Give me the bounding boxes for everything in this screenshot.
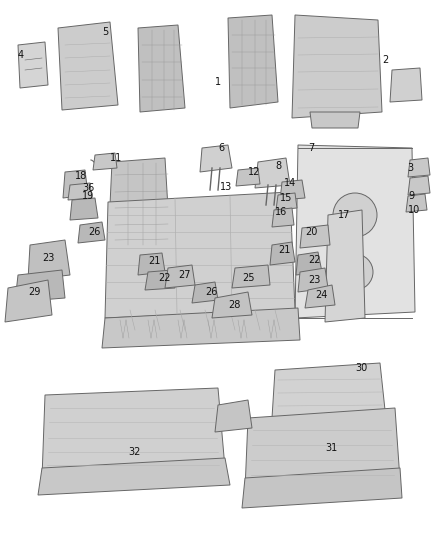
Polygon shape [255,158,290,188]
Polygon shape [215,400,252,432]
Polygon shape [63,170,88,198]
Polygon shape [276,193,297,210]
Polygon shape [42,388,225,478]
Text: 19: 19 [82,191,94,201]
Text: 16: 16 [275,207,287,217]
Text: 22: 22 [158,273,170,283]
Text: 23: 23 [42,253,54,263]
Polygon shape [406,194,427,212]
Polygon shape [70,198,98,220]
Text: 24: 24 [315,290,327,300]
Text: 12: 12 [248,167,260,177]
Polygon shape [298,268,328,292]
Text: 18: 18 [75,171,87,181]
Polygon shape [78,222,105,243]
Polygon shape [300,225,330,248]
Polygon shape [138,253,165,275]
Polygon shape [108,158,170,248]
Text: 28: 28 [228,300,240,310]
Polygon shape [272,208,294,227]
Polygon shape [38,458,230,495]
Text: 21: 21 [278,245,290,255]
Polygon shape [5,280,52,322]
Text: 29: 29 [28,287,40,297]
Text: 10: 10 [408,205,420,215]
Polygon shape [296,252,322,275]
Polygon shape [272,363,385,418]
Text: 13: 13 [220,182,232,192]
Polygon shape [242,468,402,508]
Polygon shape [165,265,195,288]
Text: 25: 25 [242,273,254,283]
Circle shape [333,193,377,237]
Polygon shape [232,265,270,288]
Text: 30: 30 [355,363,367,373]
Text: 21: 21 [148,256,160,266]
Text: 5: 5 [102,27,108,37]
Circle shape [337,254,373,290]
Text: 3: 3 [407,163,413,173]
Polygon shape [310,112,360,128]
Text: 15: 15 [280,193,293,203]
Polygon shape [212,292,252,318]
Polygon shape [102,308,300,348]
Text: 14: 14 [284,178,296,188]
Polygon shape [245,408,400,490]
Text: 26: 26 [205,287,217,297]
Text: 4: 4 [18,50,24,60]
Text: 20: 20 [305,227,318,237]
Polygon shape [228,15,278,108]
Text: 1: 1 [215,77,221,87]
Polygon shape [280,180,305,200]
Text: 11: 11 [110,153,122,163]
Polygon shape [93,153,117,170]
Text: 17: 17 [338,210,350,220]
Polygon shape [200,145,232,172]
Polygon shape [236,168,260,186]
Text: 32: 32 [128,447,140,457]
Polygon shape [325,210,365,322]
Polygon shape [145,270,175,290]
Polygon shape [15,270,65,302]
Text: 6: 6 [218,143,224,153]
Text: 8: 8 [275,161,281,171]
Text: 9: 9 [408,191,414,201]
Text: 36: 36 [82,183,94,193]
Polygon shape [390,68,422,102]
Polygon shape [192,282,218,303]
Polygon shape [105,192,295,318]
Polygon shape [408,176,430,195]
Polygon shape [138,25,185,112]
Polygon shape [270,242,295,265]
Polygon shape [408,158,430,177]
Polygon shape [292,15,382,118]
Text: 7: 7 [308,143,314,153]
Polygon shape [305,285,335,308]
Polygon shape [28,240,70,280]
Polygon shape [18,42,48,88]
Polygon shape [68,183,92,200]
Text: 23: 23 [308,275,320,285]
Polygon shape [58,22,118,110]
Polygon shape [295,145,415,318]
Text: 26: 26 [88,227,100,237]
Text: 22: 22 [308,255,321,265]
Text: 31: 31 [325,443,337,453]
Text: 2: 2 [382,55,388,65]
Text: 27: 27 [178,270,191,280]
